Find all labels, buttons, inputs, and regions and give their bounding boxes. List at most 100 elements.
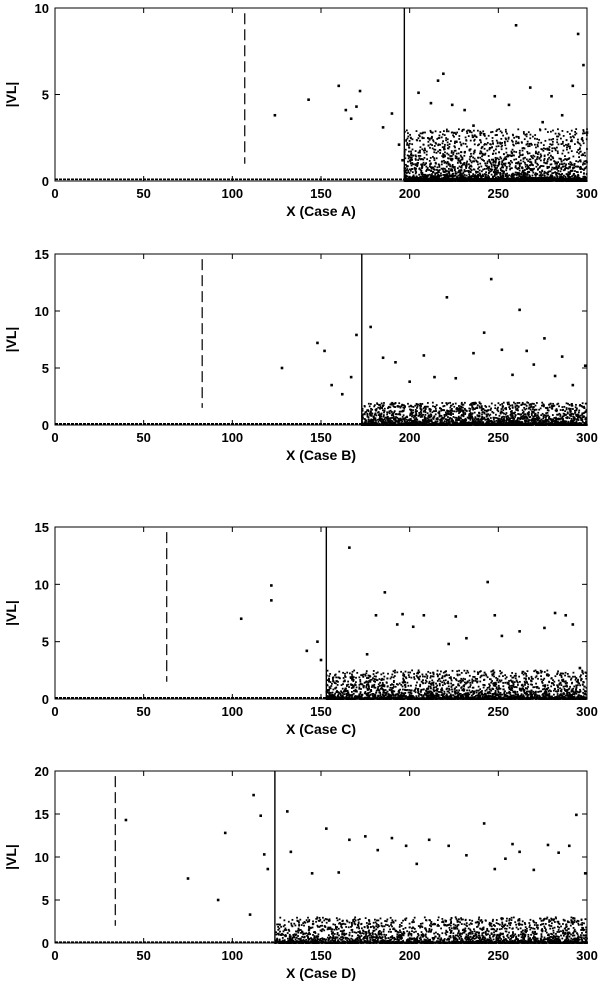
dense-point [479, 139, 482, 142]
dense-point [445, 128, 448, 131]
dense-point [469, 168, 472, 170]
dense-point [530, 163, 533, 166]
dense-point [538, 420, 541, 422]
dense-point [408, 140, 411, 142]
dense-point [574, 165, 577, 168]
dense-point [547, 176, 550, 179]
dense-point [415, 420, 418, 423]
dense-point [447, 171, 450, 174]
dense-point [557, 170, 560, 172]
dense-point [403, 422, 405, 425]
dense-point [494, 166, 497, 169]
dense-point [406, 154, 409, 157]
dense-point [484, 162, 487, 165]
dense-point [416, 407, 418, 409]
dense-point [468, 179, 471, 182]
dense-point [409, 162, 412, 165]
dense-point [419, 402, 422, 405]
dense-point [572, 155, 575, 158]
dense-point [530, 423, 532, 426]
dense-point [471, 136, 474, 139]
dense-point [403, 407, 406, 410]
dense-point [463, 169, 466, 171]
dense-point [570, 419, 572, 422]
dense-point [531, 169, 534, 172]
dense-point [382, 404, 385, 407]
dense-point [430, 167, 433, 170]
dense-point [367, 409, 370, 412]
dense-point [511, 406, 514, 409]
dense-point [458, 165, 461, 168]
dense-point [479, 152, 481, 155]
dense-point [451, 165, 454, 168]
dense-point [482, 168, 485, 171]
dense-point [422, 143, 425, 146]
dense-point [500, 420, 503, 422]
dense-point [559, 409, 562, 411]
dense-point [546, 165, 549, 168]
dense-point [491, 140, 494, 142]
dense-point [514, 421, 517, 424]
dense-point [505, 147, 508, 150]
dense-point [569, 161, 572, 164]
dense-point [526, 140, 529, 143]
dense-point [514, 416, 516, 418]
dense-point [543, 414, 546, 416]
dense-point [514, 406, 517, 409]
dense-point [578, 142, 581, 145]
dense-point [451, 422, 454, 425]
dense-point [501, 424, 504, 426]
dense-point [530, 420, 533, 422]
dense-point [575, 180, 578, 182]
dense-point [577, 415, 580, 418]
dense-point [443, 159, 445, 162]
dense-point [361, 419, 363, 422]
dense-point [578, 152, 580, 155]
dense-point [426, 158, 429, 161]
dense-point [421, 173, 424, 176]
dense-point [413, 415, 416, 417]
data-point [514, 24, 518, 27]
dense-point [482, 174, 484, 177]
dense-point [503, 423, 506, 426]
dense-point [554, 167, 557, 170]
dense-point [428, 138, 431, 141]
dense-point [378, 423, 381, 426]
dense-point [446, 141, 449, 144]
dense-point [533, 155, 536, 158]
dense-point [453, 165, 455, 168]
dense-point [479, 134, 482, 136]
plot-frame [54, 253, 588, 426]
dense-point [480, 158, 483, 161]
dense-point [584, 418, 587, 421]
dense-point [527, 131, 530, 134]
dense-point [501, 176, 504, 179]
dense-point [583, 151, 586, 154]
dense-point [414, 418, 416, 421]
dense-point [560, 160, 563, 163]
dense-point [495, 130, 498, 133]
dense-point [558, 180, 561, 182]
dense-point [445, 130, 448, 133]
dense-point [459, 416, 462, 419]
dense-point [442, 174, 445, 176]
dense-point [427, 415, 430, 418]
dense-point [555, 419, 558, 422]
dense-point [489, 424, 491, 426]
dense-point [511, 404, 514, 407]
dense-point [408, 418, 411, 421]
dense-point [531, 156, 533, 159]
dense-point [573, 416, 576, 419]
dense-point [446, 173, 449, 175]
dense-point [526, 176, 529, 179]
dense-point [452, 175, 455, 177]
dense-point [391, 412, 394, 415]
dense-point [526, 422, 529, 425]
dense-point [446, 403, 448, 406]
dense-point [575, 132, 578, 135]
dense-point [553, 176, 556, 179]
dense-point [450, 168, 453, 171]
dense-point [459, 154, 462, 157]
dense-point [455, 156, 458, 158]
dense-point [582, 140, 584, 142]
